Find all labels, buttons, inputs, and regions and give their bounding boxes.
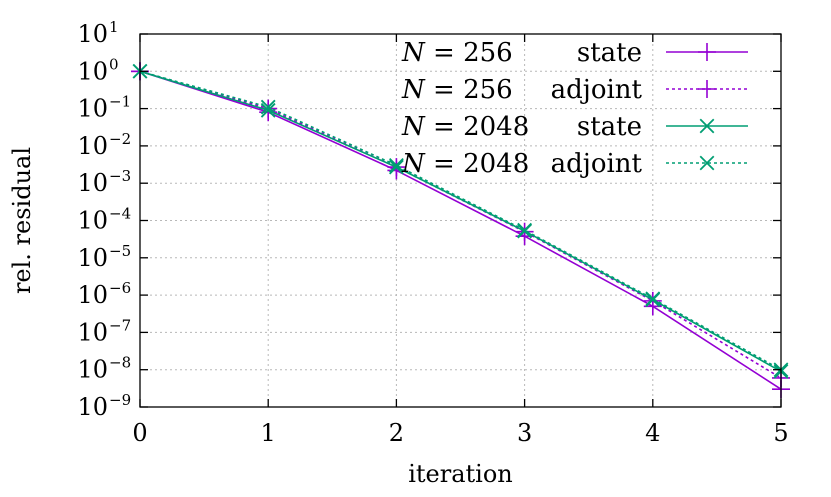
y-tick-exponent: −3: [109, 167, 131, 185]
legend-entry: N = 2048 adjoint: [401, 149, 748, 179]
x-tick-label: 4: [645, 419, 660, 447]
legend-entry: N = 2048 state: [401, 112, 748, 142]
legend-series-label: adjoint: [551, 149, 643, 179]
y-tick-exponent: −5: [109, 242, 131, 260]
y-tick-exponent: −6: [109, 279, 131, 297]
data-point: [260, 99, 276, 115]
legend-n-label: N = 2048: [401, 112, 529, 142]
series-line: [139, 70, 782, 373]
y-tick-exponent: 1: [109, 18, 119, 36]
x-tick-label: 3: [517, 419, 532, 447]
y-tick-exponent: −9: [109, 391, 131, 409]
y-tick-label: 10: [77, 207, 108, 235]
data-point: [699, 118, 715, 134]
y-tick-exponent: −8: [109, 354, 131, 372]
y-tick-label: 10: [77, 95, 108, 123]
y-tick-exponent: −7: [109, 316, 131, 334]
data-point: [645, 291, 661, 307]
legend-n-label: N = 256: [401, 38, 513, 68]
grid: [140, 34, 781, 407]
legend-n-label: N = 256: [401, 75, 513, 105]
data-point: [389, 159, 404, 175]
axis-ticks: [139, 33, 782, 408]
y-tick-label: 10: [77, 169, 108, 197]
y-tick-label: 10: [77, 244, 108, 272]
data-point: [698, 43, 716, 61]
y-tick-label: 10: [77, 57, 108, 85]
data-point: [699, 155, 715, 171]
legend-entry: N = 256 adjoint: [401, 75, 748, 105]
x-tick-label: 0: [132, 419, 147, 447]
y-axis-title: rel. residual: [8, 147, 36, 294]
y-tick-label: 10: [77, 393, 108, 421]
y-tick-exponent: −1: [109, 93, 131, 111]
y-tick-label: 10: [77, 20, 108, 48]
series-2: [131, 62, 790, 387]
x-tick-label: 2: [389, 419, 404, 447]
legend-entry: N = 256 state: [401, 38, 748, 68]
series-line: [139, 70, 782, 371]
x-tick-label: 1: [261, 419, 276, 447]
y-tick-exponent: −2: [109, 130, 131, 148]
legend-n-label: N = 2048: [401, 149, 529, 179]
y-tick-label: 10: [77, 132, 108, 160]
series-line: [139, 70, 782, 390]
legend-series-label: state: [577, 112, 642, 142]
legend-series-label: adjoint: [551, 75, 643, 105]
y-tick-label: 10: [77, 318, 108, 346]
y-tick-exponent: −4: [109, 205, 131, 223]
data-point: [389, 158, 404, 173]
x-tick-label: 5: [773, 419, 788, 447]
legend-series-label: state: [577, 38, 642, 68]
x-tick-labels: 0 1 2 3 4 5: [132, 419, 788, 447]
y-tick-label: 10: [77, 356, 108, 384]
series-line: [139, 70, 782, 379]
series-4: [132, 63, 789, 378]
y-tick-label: 10: [77, 281, 108, 309]
x-axis-title: iteration: [408, 460, 513, 488]
y-tick-exponent: 0: [109, 55, 119, 73]
data-point: [517, 222, 532, 238]
data-point: [698, 80, 716, 98]
